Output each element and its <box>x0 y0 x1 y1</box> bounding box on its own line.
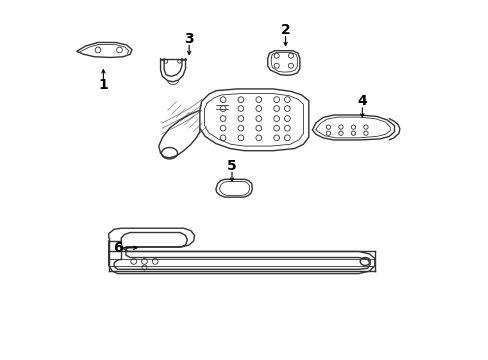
Text: 3: 3 <box>184 32 194 46</box>
Text: 4: 4 <box>357 94 366 108</box>
Text: 5: 5 <box>226 159 236 173</box>
Text: 2: 2 <box>280 23 290 37</box>
Polygon shape <box>312 115 394 140</box>
Polygon shape <box>216 179 252 197</box>
Polygon shape <box>77 42 132 58</box>
Polygon shape <box>200 89 308 151</box>
Text: 6: 6 <box>113 241 122 255</box>
Polygon shape <box>267 51 299 75</box>
Text: 1: 1 <box>98 78 108 92</box>
